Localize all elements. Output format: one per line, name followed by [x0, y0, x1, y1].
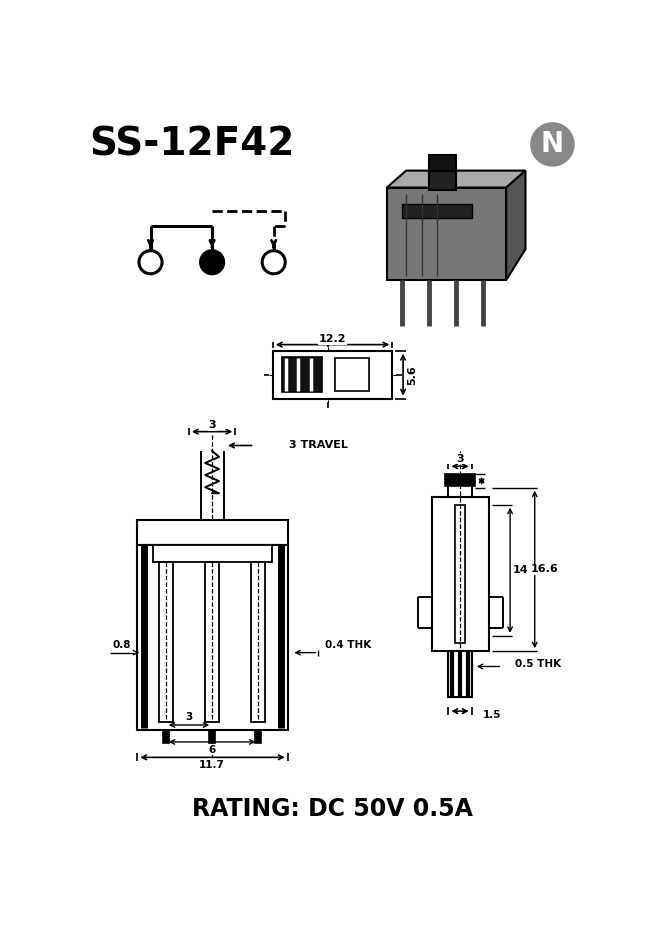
- Text: 3 TRAVEL: 3 TRAVEL: [289, 441, 348, 450]
- Polygon shape: [506, 171, 526, 280]
- Text: 11.7: 11.7: [199, 760, 225, 770]
- Circle shape: [531, 123, 574, 166]
- Polygon shape: [387, 171, 526, 188]
- Bar: [138, 520, 288, 545]
- Bar: [455, 504, 465, 644]
- Bar: [448, 651, 472, 698]
- Bar: [387, 188, 506, 280]
- Bar: [163, 729, 169, 743]
- Bar: [255, 729, 262, 743]
- Text: SS-12F42: SS-12F42: [89, 125, 294, 163]
- Text: 0.4 THK: 0.4 THK: [324, 640, 371, 650]
- Bar: [159, 561, 173, 722]
- Bar: [402, 205, 472, 219]
- Text: 1.5: 1.5: [483, 710, 502, 720]
- Text: 14: 14: [512, 565, 528, 575]
- Bar: [334, 359, 369, 390]
- Bar: [429, 155, 456, 172]
- Bar: [205, 561, 219, 722]
- Text: 12.2: 12.2: [319, 334, 346, 345]
- Bar: [282, 357, 322, 392]
- Bar: [445, 474, 476, 486]
- Text: 3: 3: [208, 420, 216, 431]
- Bar: [432, 497, 489, 651]
- Text: 0.8: 0.8: [113, 640, 131, 650]
- Text: 3: 3: [186, 713, 193, 722]
- Bar: [209, 729, 215, 743]
- Text: RATING: DC 50V 0.5A: RATING: DC 50V 0.5A: [192, 797, 472, 821]
- Text: 3: 3: [456, 454, 464, 463]
- Bar: [251, 561, 265, 722]
- Bar: [273, 351, 392, 399]
- Bar: [153, 545, 272, 561]
- Text: 0.5 THK: 0.5 THK: [515, 659, 561, 669]
- Bar: [429, 171, 456, 190]
- Text: 5.6: 5.6: [408, 365, 417, 385]
- Text: 16.6: 16.6: [531, 564, 559, 574]
- Circle shape: [201, 250, 224, 274]
- Bar: [138, 545, 288, 729]
- Text: N: N: [541, 131, 564, 159]
- Text: 6: 6: [208, 744, 215, 755]
